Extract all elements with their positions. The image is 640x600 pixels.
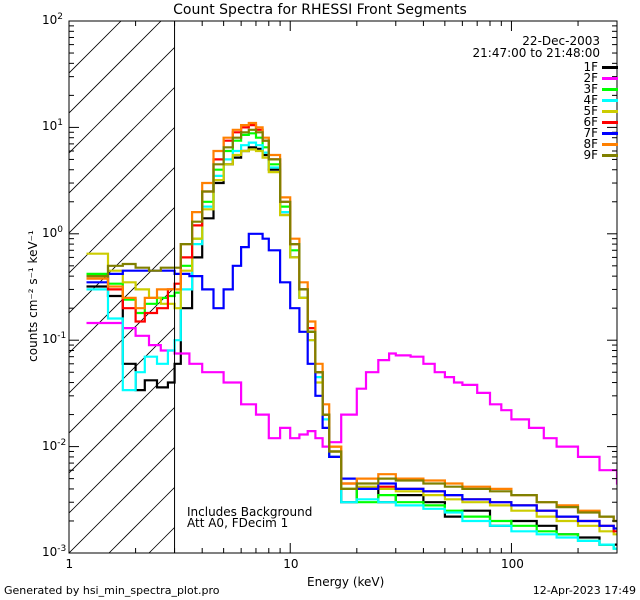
y-tick-base: 10 (42, 119, 58, 134)
legend-entry-2F: 2F (583, 71, 618, 85)
legend-swatch (602, 87, 618, 91)
y-tick-base: 10 (42, 225, 58, 240)
y-tick-base: 10 (42, 332, 58, 347)
y-tick-base: 10 (42, 438, 58, 453)
y-tick-exponent: -3 (57, 544, 67, 554)
x-tick-label: 1 (65, 557, 74, 571)
legend-swatch (602, 120, 618, 124)
y-tick-label: 101 (42, 118, 63, 133)
hatch-mask (174, 21, 617, 553)
hatch-line (69, 21, 162, 114)
y-axis-label: counts cm⁻² s⁻¹ keV⁻¹ (26, 230, 40, 362)
time-range-label: 21:47:00 to 21:48:00 (472, 46, 600, 60)
legend-swatch (602, 98, 618, 102)
y-tick-label: 100 (42, 225, 63, 240)
y-tick-label: 102 (42, 12, 63, 27)
x-tick-label: 10 (283, 557, 299, 571)
y-tick-base: 10 (42, 545, 58, 559)
y-tick-exponent: -1 (57, 331, 67, 342)
legend-label: 2F (583, 71, 598, 85)
legend-label: 4F (583, 93, 598, 107)
hatched-background-region (69, 21, 617, 553)
annotation-background: Includes Background (187, 505, 313, 519)
series-line-7F (86, 232, 617, 530)
legend-entry-1F: 1F (583, 60, 618, 74)
legend-entry-4F: 4F (583, 93, 618, 107)
legend-label: 3F (583, 82, 598, 96)
y-tick-base: 10 (42, 13, 58, 27)
timestamp-text: 12-Apr-2023 17:49 (532, 584, 636, 597)
x-axis-label: Energy (keV) (307, 575, 385, 589)
x-tick-label: 100 (500, 557, 524, 571)
legend-entry-8F: 8F (583, 137, 618, 151)
legend-entry-3F: 3F (583, 82, 618, 96)
y-tick-exponent: 2 (57, 12, 64, 22)
legend-swatch (602, 65, 618, 69)
annotation-attenuator: Att A0, FDecim 1 (187, 516, 289, 530)
legend-entry-9F: 9F (583, 148, 618, 162)
legend-swatch (602, 153, 618, 157)
legend-label: 7F (583, 126, 598, 140)
y-tick-label: 10-2 (42, 438, 66, 453)
hatch-line (69, 21, 202, 154)
legend-label: 8F (583, 137, 598, 151)
hatch-line (69, 21, 122, 74)
y-tick-exponent: 1 (57, 118, 64, 129)
legend-entry-7F: 7F (583, 126, 618, 140)
legend-entry-6F: 6F (583, 115, 618, 129)
y-tick-label: 10-1 (42, 331, 66, 346)
generated-by-text: Generated by hsi_min_spectra_plot.pro (4, 584, 220, 597)
plot-frame (68, 20, 618, 554)
legend-swatch (602, 109, 618, 113)
series-line-2F (86, 321, 617, 485)
legend-label: 9F (583, 148, 598, 162)
series-line-5F (86, 148, 617, 536)
series-line-8F (86, 121, 617, 523)
date-label: 22-Dec-2003 (522, 34, 600, 48)
series-line-9F (86, 128, 617, 523)
legend-label: 1F (583, 60, 598, 74)
legend-entry-5F: 5F (583, 104, 618, 118)
legend-swatch (602, 76, 618, 80)
chart-title: Count Spectra for RHESSI Front Segments (173, 2, 467, 18)
legend-swatch (602, 131, 618, 135)
y-tick-exponent: -2 (57, 437, 67, 448)
y-tick-label: 10-3 (42, 544, 66, 559)
legend-swatch (602, 142, 618, 146)
legend-label: 5F (583, 104, 598, 118)
y-tick-exponent: 0 (57, 224, 64, 235)
legend-label: 6F (583, 115, 598, 129)
